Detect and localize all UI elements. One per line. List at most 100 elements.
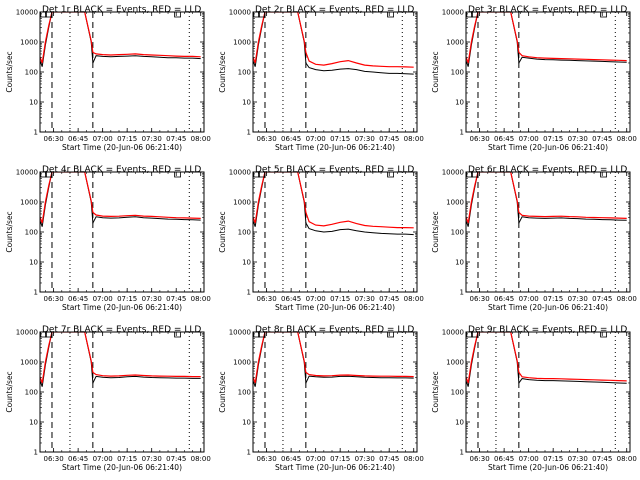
- x-tick-label: 06:45: [68, 135, 88, 143]
- y-axis-label: Counts/sec: [431, 211, 440, 252]
- plot-frame: [39, 171, 205, 293]
- x-tick-label: 06:30: [470, 135, 490, 143]
- x-tick-label: 07:15: [117, 455, 137, 463]
- y-tick-label: 1000: [233, 199, 251, 207]
- x-tick-label: 07:15: [117, 295, 137, 303]
- y-tick-label: 10000: [229, 169, 251, 177]
- y-tick-label: 100: [451, 389, 464, 397]
- x-tick-label: 07:30: [355, 135, 375, 143]
- x-axis-label: Start Time (20-Jun-06 06:21:40): [275, 143, 395, 152]
- x-tick-label: 06:30: [44, 295, 64, 303]
- series-line-lld: [466, 172, 627, 224]
- y-tick-label: 100: [238, 229, 251, 237]
- marker-lines: [264, 172, 403, 292]
- panel-5: Det 5r BLACK = Events, RED = LLD 1 10 100 10…: [218, 165, 424, 312]
- plot-frame: [465, 11, 631, 133]
- x-tick-label: 07:15: [330, 455, 350, 463]
- x-tick-label: 06:30: [257, 455, 277, 463]
- x-tick-label: 07:30: [355, 455, 375, 463]
- x-tick-label: 07:30: [355, 295, 375, 303]
- panel-1: Det 1r BLACK = Events, RED = LLD 1 10 100 10…: [5, 5, 211, 152]
- y-tick-label: 10000: [16, 329, 38, 337]
- y-tick-label: 1000: [20, 359, 38, 367]
- x-tick-label: 07:15: [330, 295, 350, 303]
- series-line-lld: [40, 12, 201, 64]
- marker-lines: [51, 12, 190, 132]
- y-tick-label: 1: [460, 129, 464, 137]
- x-tick-label: 07:15: [543, 295, 563, 303]
- x-tick-label: 07:00: [306, 455, 326, 463]
- x-axis-label: Start Time (20-Jun-06 06:21:40): [488, 143, 608, 152]
- marker-lines: [264, 332, 403, 452]
- panel-title: Det 3r BLACK = Events, RED = LLD: [468, 5, 627, 15]
- x-tick-label: 07:45: [379, 295, 399, 303]
- marker-lines: [477, 12, 616, 132]
- x-tick-label: 08:00: [191, 135, 211, 143]
- plot-frame: [39, 11, 205, 133]
- series-line-lld: [466, 12, 627, 64]
- y-tick-label: 1000: [233, 39, 251, 47]
- series-line-lld: [253, 332, 414, 384]
- panel-title: Det 8r BLACK = Events, RED = LLD: [255, 325, 414, 335]
- y-tick-label: 10: [455, 99, 464, 107]
- y-axis-label: Counts/sec: [5, 211, 14, 252]
- x-tick-label: 08:00: [404, 135, 424, 143]
- panel-4: Det 4r BLACK = Events, RED = LLD 1 10 100 10…: [5, 165, 211, 312]
- series-line-events: [253, 172, 414, 236]
- marker-lines: [264, 12, 403, 132]
- x-tick-label: 07:00: [519, 295, 539, 303]
- y-tick-label: 10: [455, 259, 464, 267]
- y-tick-label: 100: [451, 69, 464, 77]
- x-tick-label: 06:30: [44, 455, 64, 463]
- y-tick-label: 10: [242, 419, 251, 427]
- y-axis-label: Counts/sec: [431, 371, 440, 412]
- x-tick-label: 07:30: [568, 455, 588, 463]
- x-axis-label: Start Time (20-Jun-06 06:21:40): [488, 463, 608, 472]
- y-tick-label: 1000: [20, 39, 38, 47]
- y-tick-label: 1: [247, 449, 251, 457]
- series-line-lld: [253, 172, 414, 229]
- marker-lines: [477, 332, 616, 452]
- y-tick-label: 100: [451, 229, 464, 237]
- panel-7: Det 7r BLACK = Events, RED = LLD 1 10 100 10…: [5, 325, 211, 472]
- panel-title: Det 9r BLACK = Events, RED = LLD: [468, 325, 627, 335]
- x-tick-label: 06:45: [68, 455, 88, 463]
- x-tick-label: 07:30: [142, 455, 162, 463]
- x-tick-label: 06:45: [281, 455, 301, 463]
- series-line-lld: [466, 332, 627, 384]
- x-tick-label: 07:45: [166, 135, 186, 143]
- y-tick-label: 100: [238, 389, 251, 397]
- x-tick-label: 07:45: [166, 295, 186, 303]
- panel-title: Det 5r BLACK = Events, RED = LLD: [255, 165, 414, 175]
- y-tick-label: 1000: [446, 39, 464, 47]
- y-tick-label: 10000: [442, 9, 464, 17]
- x-tick-label: 07:15: [330, 135, 350, 143]
- y-tick-label: 1: [247, 289, 251, 297]
- x-axis-label: Start Time (20-Jun-06 06:21:40): [62, 303, 182, 312]
- y-tick-label: 1: [460, 289, 464, 297]
- y-tick-label: 1: [460, 449, 464, 457]
- x-tick-label: 06:30: [470, 455, 490, 463]
- x-tick-label: 06:45: [281, 295, 301, 303]
- x-tick-label: 07:00: [519, 135, 539, 143]
- x-tick-label: 08:00: [404, 455, 424, 463]
- x-tick-label: 06:45: [68, 295, 88, 303]
- panel-2: Det 2r BLACK = Events, RED = LLD 1 10 100 10…: [218, 5, 424, 152]
- series-line-lld: [40, 332, 201, 384]
- y-tick-label: 10: [242, 259, 251, 267]
- series-line-events: [40, 332, 201, 387]
- x-tick-label: 07:00: [306, 295, 326, 303]
- y-tick-label: 1: [34, 449, 38, 457]
- panel-title: Det 2r BLACK = Events, RED = LLD: [255, 5, 414, 15]
- y-axis-label: Counts/sec: [218, 211, 227, 252]
- x-tick-label: 08:00: [404, 295, 424, 303]
- y-tick-label: 10: [29, 99, 38, 107]
- series-line-events: [253, 12, 414, 75]
- x-axis-label: Start Time (20-Jun-06 06:21:40): [275, 303, 395, 312]
- series-line-events: [253, 332, 414, 387]
- x-tick-label: 07:45: [592, 295, 612, 303]
- x-tick-label: 06:45: [494, 135, 514, 143]
- x-tick-label: 07:45: [379, 455, 399, 463]
- x-axis-label: Start Time (20-Jun-06 06:21:40): [275, 463, 395, 472]
- x-tick-label: 07:00: [93, 295, 113, 303]
